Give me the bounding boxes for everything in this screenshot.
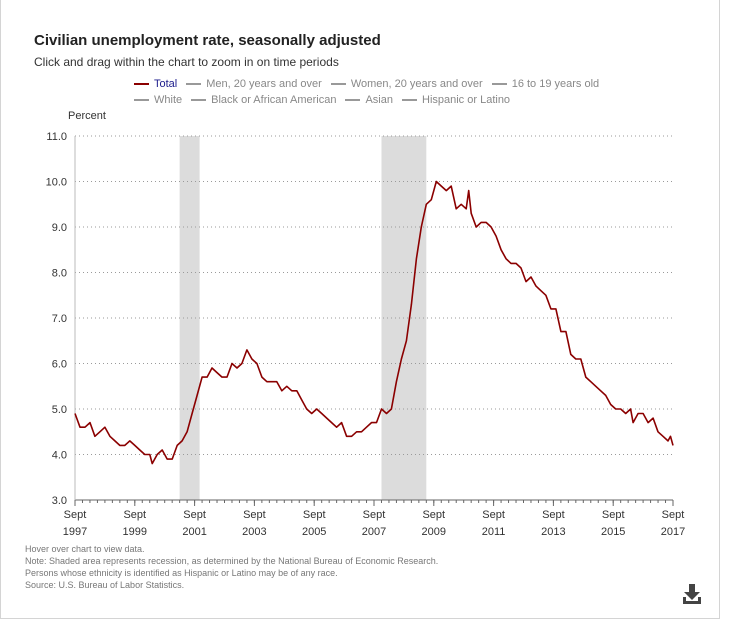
legend-item-black[interactable]: Black or African American [191,94,336,106]
chart-subtitle: Click and drag within the chart to zoom … [34,55,339,69]
y-axis-label: Percent [68,110,106,122]
x-tick-year-label: 2003 [242,526,266,538]
x-tick-month-label: Sept [183,509,206,521]
y-tick-label: 7.0 [52,313,67,325]
x-tick-month-label: Sept [363,509,386,521]
legend-label: Women, 20 years and over [350,78,483,90]
y-tick-label: 10.0 [46,177,67,189]
legend-swatch [134,83,149,85]
chart-notes: Hover over chart to view data. Note: Sha… [25,543,438,591]
legend-swatch [330,83,346,85]
line-chart[interactable]: 3.0 4.0 5.0 6.0 7.0 8.0 9.0 10.0 11.0 Sept 1997 Sep… [1,0,721,545]
legend-item-asian[interactable]: Asian [345,94,393,106]
x-tick-year-label: 2017 [661,526,685,538]
x-tick-year-label: 2007 [362,526,386,538]
x-tick-year-label: 1999 [123,526,147,538]
legend-row-1: Total Men, 20 years and over Women, 20 y… [134,76,634,92]
legend-swatch [491,83,507,85]
x-tick-year-label: 1997 [63,526,87,538]
y-tick-label: 5.0 [52,404,67,416]
x-tick-month-label: Sept [662,509,685,521]
note-source: Source: U.S. Bureau of Labor Statistics. [25,580,185,590]
x-tick-month-label: Sept [602,509,625,521]
chart-panel: Civilian unemployment rate, seasonally a… [0,0,720,619]
legend-label: Hispanic or Latino [422,94,511,106]
legend-label: Asian [365,94,393,106]
note-ethnicity: Persons whose ethnicity is identified as… [25,568,338,578]
y-tick-label: 4.0 [52,450,67,462]
legend-label: White [154,94,183,106]
x-tick-month-label: Sept [422,509,445,521]
download-button[interactable] [681,582,703,606]
legend-item-total[interactable]: Total [134,78,177,90]
legend-item-women[interactable]: Women, 20 years and over [330,78,483,90]
x-tick-year-label: 2013 [541,526,565,538]
legend-label: Total [154,78,178,90]
legend-label: Black or African American [211,94,337,106]
series-line-total [74,180,674,465]
y-tick-label: 11.0 [46,131,67,143]
x-tick-year-label: 2005 [302,526,326,538]
legend-item-men[interactable]: Men, 20 years and over [186,78,322,90]
y-tick-label: 9.0 [52,222,67,234]
legend-label: 16 to 19 years old [511,78,600,90]
chart-title: Civilian unemployment rate, seasonally a… [34,32,381,49]
x-tick-month-label: Sept [482,509,505,521]
x-tick-month-label: Sept [243,509,266,521]
legend-swatch [134,99,149,101]
download-icon [683,584,701,604]
x-tick-year-label: 2001 [182,526,206,538]
x-tick-year-label: 2011 [482,526,506,538]
y-tick-label: 8.0 [52,268,67,280]
legend-label: Men, 20 years and over [206,78,322,90]
x-tick-month-label: Sept [123,509,146,521]
x-tick-year-label: 2009 [422,526,446,538]
note-hover: Hover over chart to view data. [25,544,145,554]
y-tick-label: 6.0 [52,359,67,371]
legend-swatch [402,99,417,101]
recession-band [179,136,200,500]
legend-swatch [345,99,361,101]
note-recession: Note: Shaded area represents recession, … [25,556,439,566]
x-tick-month-label: Sept [303,509,326,521]
legend-item-white[interactable]: White [134,94,182,106]
x-tick-month-label: Sept [542,509,565,521]
legend-swatch [191,99,207,101]
legend-swatch [186,83,202,85]
x-tick-year-label: 2015 [601,526,625,538]
x-tick-month-label: Sept [64,509,87,521]
legend-item-hispanic[interactable]: Hispanic or Latino [402,94,510,106]
y-tick-label: 3.0 [52,495,67,507]
legend-row-2: White Black or African American Asian Hi… [134,92,634,108]
legend: Total Men, 20 years and over Women, 20 y… [134,76,634,108]
legend-item-teens[interactable]: 16 to 19 years old [491,78,600,90]
